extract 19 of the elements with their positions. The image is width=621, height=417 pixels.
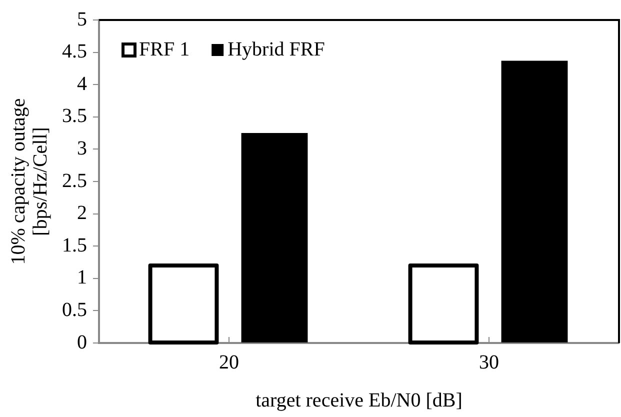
y-tick-label: 3 [77, 137, 87, 160]
legend-label: FRF 1 [139, 38, 190, 60]
x-axis-title: target receive Eb/N0 [dB] [256, 389, 462, 412]
y-tick-label: 2.5 [62, 170, 87, 192]
bar [241, 133, 308, 342]
y-tick-label: 0.5 [62, 298, 87, 321]
legend-label: Hybrid FRF [228, 38, 325, 60]
y-tick-label: 4.5 [62, 40, 87, 63]
y-tick-label: 1 [77, 266, 87, 289]
x-tick-label: 20 [219, 351, 239, 374]
y-tick-label: 4 [77, 72, 87, 95]
y-tick-label: 3.5 [62, 105, 87, 128]
bar [501, 60, 568, 342]
y-tick-label: 5 [77, 8, 87, 30]
y-axis-title: 10% capacity outage [bps/Hz/Cell] [7, 98, 52, 265]
y-tick-label: 2 [77, 202, 87, 224]
y-tick-label: 0 [77, 331, 87, 354]
y-tick-label: 1.5 [62, 234, 87, 256]
x-tick-label: 30 [479, 351, 499, 374]
